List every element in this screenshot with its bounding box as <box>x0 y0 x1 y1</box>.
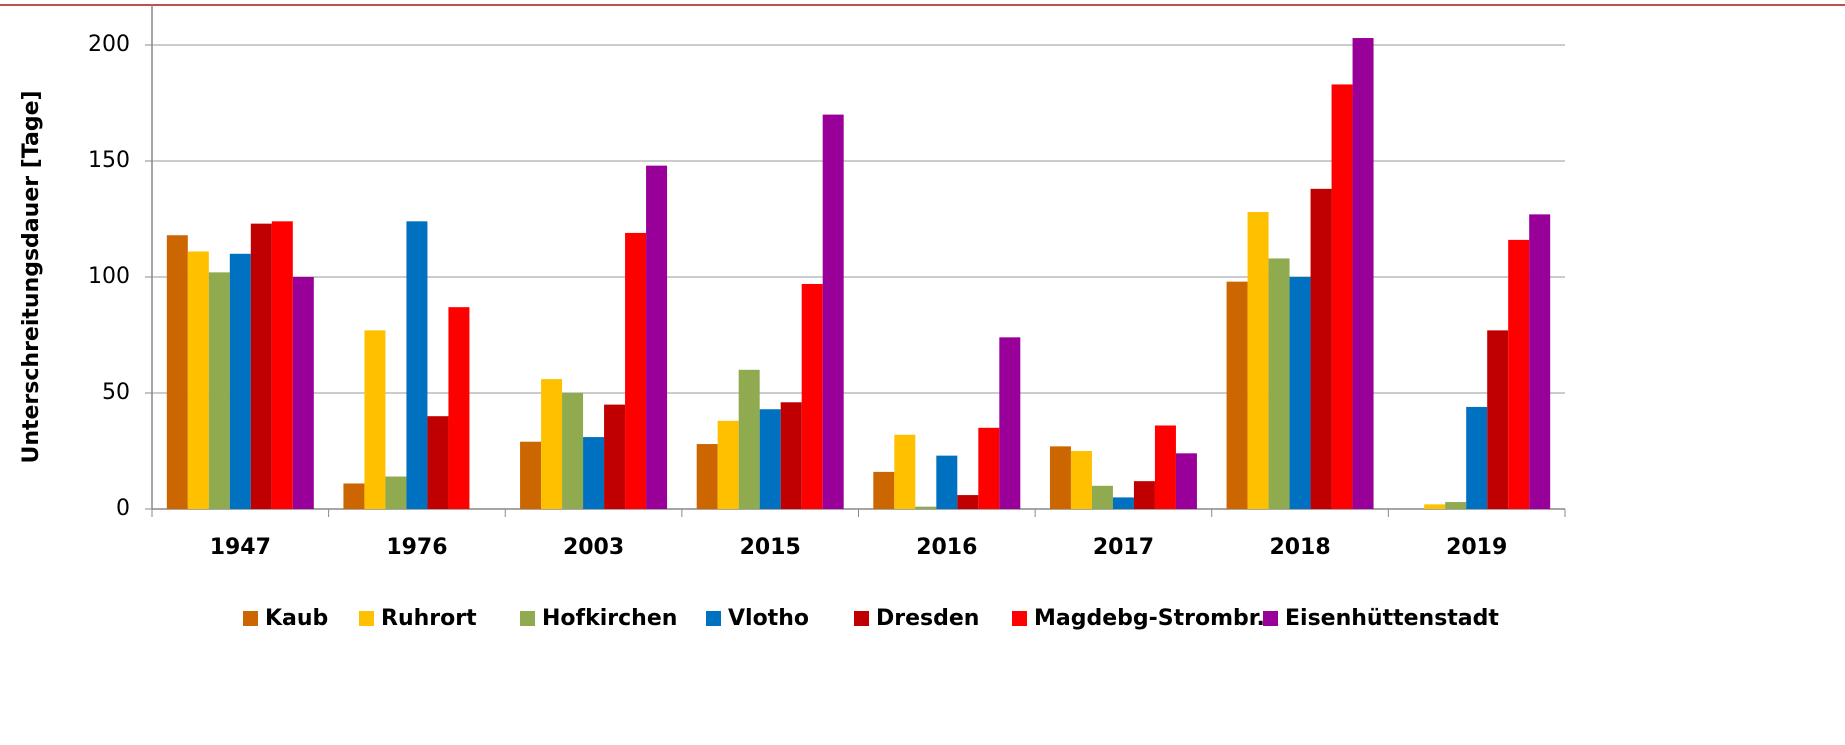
y-axis-label: Unterschreitungsdauer [Tage] <box>19 90 44 463</box>
bar <box>1154 425 1176 509</box>
bar <box>1424 504 1446 509</box>
bar <box>583 437 605 509</box>
bar <box>1352 38 1374 509</box>
bar <box>1289 277 1311 509</box>
x-tick-label: 2016 <box>916 535 977 560</box>
bar <box>271 221 293 509</box>
bar <box>1070 451 1092 509</box>
y-tick-label: 100 <box>88 264 130 289</box>
legend-swatch <box>359 611 374 626</box>
legend-label: Kaub <box>265 606 328 631</box>
bar <box>406 221 428 509</box>
bar <box>1487 330 1509 509</box>
bar <box>604 404 626 509</box>
legend-swatch <box>243 611 258 626</box>
bar <box>1310 188 1332 509</box>
bar <box>894 434 916 509</box>
bar <box>999 337 1021 509</box>
legend-label: Magdebg-Strombr. <box>1034 606 1265 631</box>
bar <box>915 506 937 509</box>
legend-label: Vlotho <box>728 606 809 631</box>
bar <box>1508 239 1530 509</box>
bar <box>520 441 542 509</box>
x-tick-label: 2003 <box>563 535 624 560</box>
bar <box>1529 214 1551 510</box>
bar <box>1091 485 1113 509</box>
x-tick-label: 1947 <box>210 535 271 560</box>
bar <box>541 379 563 509</box>
bar <box>187 251 209 510</box>
bar <box>1466 406 1488 509</box>
y-tick-label: 0 <box>116 496 130 521</box>
legend-swatch <box>854 611 869 626</box>
bar <box>873 471 895 509</box>
bar <box>936 455 958 509</box>
bar <box>364 330 386 509</box>
legend-label: Ruhrort <box>381 606 477 631</box>
legend-swatch <box>706 611 721 626</box>
bar <box>646 165 668 509</box>
x-tick-label: 2017 <box>1093 535 1154 560</box>
bar <box>978 427 1000 509</box>
bar <box>1049 446 1071 509</box>
bar <box>208 272 230 509</box>
legend-swatch <box>1012 611 1027 626</box>
bar <box>625 232 647 510</box>
bar <box>343 483 365 509</box>
bar <box>738 369 760 509</box>
x-tick-label: 2019 <box>1446 535 1507 560</box>
bar <box>166 235 188 510</box>
y-tick-label: 150 <box>88 148 130 173</box>
bar <box>385 476 407 509</box>
x-tick-label: 2018 <box>1269 535 1330 560</box>
bar <box>759 409 781 509</box>
bar <box>822 114 844 509</box>
legend-label: Eisenhüttenstadt <box>1285 606 1499 631</box>
bar <box>717 420 739 509</box>
bar <box>229 253 251 509</box>
bar <box>292 277 314 509</box>
y-tick-label: 200 <box>88 32 130 57</box>
bar <box>1445 502 1467 509</box>
bar <box>801 283 823 509</box>
bar <box>1247 212 1269 510</box>
bar <box>1268 258 1290 509</box>
bar <box>780 402 802 509</box>
legend-swatch <box>1263 611 1278 626</box>
bar <box>1175 453 1197 509</box>
legend-swatch <box>520 611 535 626</box>
y-tick-label: 50 <box>102 380 130 405</box>
bar <box>448 307 470 509</box>
bar <box>1226 281 1248 509</box>
bar <box>1112 497 1134 509</box>
bar <box>1133 481 1155 509</box>
bar <box>957 495 979 509</box>
bar <box>250 223 272 509</box>
x-tick-label: 2015 <box>740 535 801 560</box>
bar <box>562 393 584 509</box>
bar <box>1331 84 1353 509</box>
x-tick-label: 1976 <box>386 535 447 560</box>
bar <box>427 416 449 509</box>
legend-label: Hofkirchen <box>542 606 677 631</box>
legend-label: Dresden <box>876 606 979 631</box>
bar <box>696 444 718 509</box>
